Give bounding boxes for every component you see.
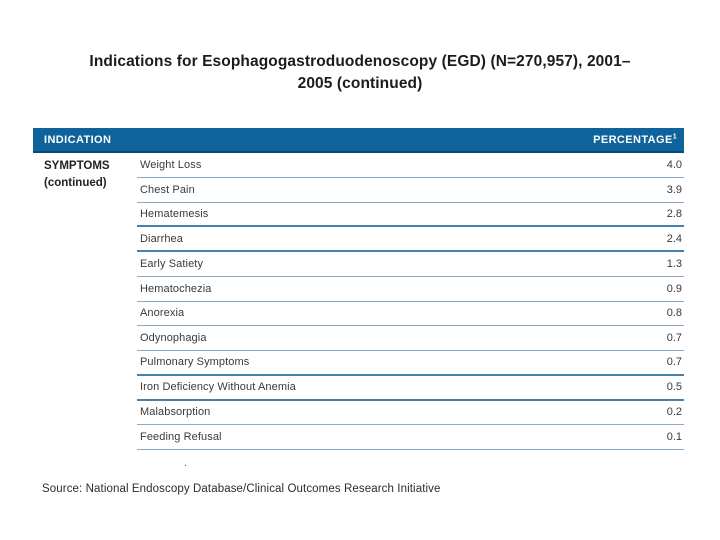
percentage-value: 2.4 [666,232,682,245]
indication-label: Iron Deficiency Without Anemia [140,381,296,394]
table-rows: Weight Loss 4.0 Chest Pain 3.9 Hematemes… [137,153,684,450]
table-row: Hematemesis 2.8 [137,203,684,228]
table-row: Iron Deficiency Without Anemia 0.5 [137,376,684,401]
table-row: Early Satiety 1.3 [137,252,684,277]
percentage-value: 0.5 [666,381,682,394]
percentage-value: 0.2 [666,406,682,419]
percentage-value: 0.9 [666,282,682,295]
percentage-value: 0.7 [666,356,682,369]
row-group-label: SYMPTOMS (continued) [33,153,137,450]
slide-title-line2: 2005 (continued) [297,74,423,92]
indication-label: Feeding Refusal [140,431,222,444]
indication-label: Pulmonary Symptoms [140,356,250,369]
indication-label: Malabsorption [140,406,211,419]
table-header-bar: INDICATION PERCENTAGE1 [33,128,684,153]
slide-title: Indications for Esophagogastroduodenosco… [40,51,680,94]
table-row: Diarrhea 2.4 [137,227,684,252]
source-credit: Source: National Endoscopy Database/Clin… [42,483,441,495]
indication-label: Chest Pain [140,183,195,196]
percentage-value: 0.8 [666,307,682,320]
footnote-mark: . [184,457,188,469]
table-row: Feeding Refusal 0.1 [137,425,684,450]
column-header-indication: INDICATION [44,133,112,146]
slide-title-line1: Indications for Esophagogastroduodenosco… [89,53,631,70]
percentage-value: 3.9 [666,183,682,196]
indication-label: Hematemesis [140,207,209,220]
indication-label: Early Satiety [140,257,204,270]
indications-table: INDICATION PERCENTAGE1 SYMPTOMS (continu… [33,128,684,450]
table-row: Hematochezia 0.9 [137,277,684,302]
indication-label: Hematochezia [140,282,212,295]
table-row: Weight Loss 4.0 [137,153,684,178]
row-group-label-line2: (continued) [44,177,107,190]
percentage-value: 1.3 [666,257,682,270]
table-row: Odynophagia 0.7 [137,326,684,351]
percentage-value: 0.7 [666,332,682,345]
indication-label: Anorexia [140,307,185,320]
table-row: Anorexia 0.8 [137,302,684,327]
percentage-footnote-superscript: 1 [672,132,677,140]
column-header-percentage: PERCENTAGE1 [593,132,677,146]
row-group-label-line1: SYMPTOMS [44,160,110,172]
table-row: Pulmonary Symptoms 0.7 [137,351,684,376]
percentage-value: 4.0 [666,158,682,171]
table-row: Malabsorption 0.2 [137,401,684,426]
percentage-value: 2.8 [666,207,682,220]
indication-label: Odynophagia [140,332,207,345]
indication-label: Diarrhea [140,232,183,245]
percentage-value: 0.1 [666,431,682,444]
indication-label: Weight Loss [140,158,202,171]
table-body: SYMPTOMS (continued) Weight Loss 4.0 Che… [33,153,684,450]
table-row: Chest Pain 3.9 [137,178,684,203]
